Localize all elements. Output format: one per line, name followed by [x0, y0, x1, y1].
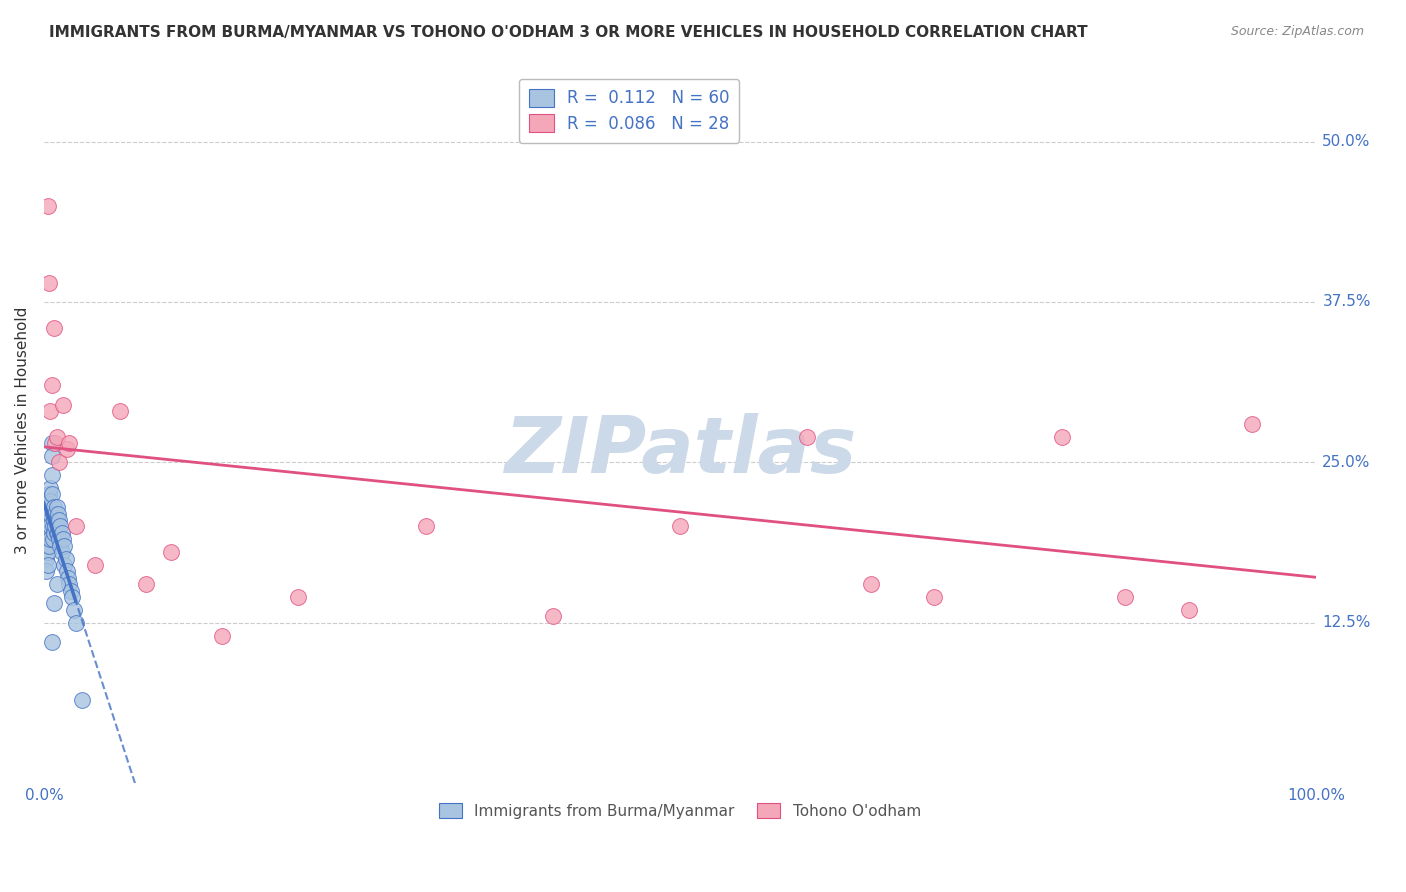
- Point: [83, 558, 105, 572]
- Point: [39, 404, 62, 418]
- Point: [1241, 417, 1264, 431]
- Point: [35, 551, 58, 566]
- Point: [37, 493, 59, 508]
- Point: [541, 609, 564, 624]
- Point: [42, 320, 65, 334]
- Point: [51, 545, 73, 559]
- Point: [110, 404, 132, 418]
- Point: [45, 513, 67, 527]
- Point: [924, 590, 946, 604]
- Text: 37.5%: 37.5%: [1322, 294, 1371, 310]
- Point: [37, 558, 59, 572]
- Point: [65, 615, 87, 630]
- Point: [38, 513, 60, 527]
- Point: [160, 545, 183, 559]
- Point: [46, 525, 69, 540]
- Point: [42, 513, 65, 527]
- Point: [52, 398, 75, 412]
- Point: [34, 539, 56, 553]
- Text: ZIPatlas: ZIPatlas: [503, 413, 856, 490]
- Point: [211, 628, 233, 642]
- Point: [41, 468, 63, 483]
- Point: [41, 487, 63, 501]
- Point: [37, 545, 59, 559]
- Point: [42, 525, 65, 540]
- Point: [38, 487, 60, 501]
- Point: [1114, 590, 1136, 604]
- Point: [44, 507, 66, 521]
- Point: [48, 455, 70, 469]
- Point: [38, 500, 60, 515]
- Point: [39, 481, 62, 495]
- Point: [44, 436, 66, 450]
- Point: [38, 539, 60, 553]
- Point: [41, 449, 63, 463]
- Point: [53, 539, 76, 553]
- Point: [46, 507, 69, 521]
- Point: [49, 519, 72, 533]
- Point: [52, 533, 75, 547]
- Point: [39, 533, 62, 547]
- Point: [287, 590, 309, 604]
- Point: [70, 692, 93, 706]
- Text: Source: ZipAtlas.com: Source: ZipAtlas.com: [1230, 25, 1364, 38]
- Point: [35, 525, 58, 540]
- Point: [38, 525, 60, 540]
- Legend: Immigrants from Burma/Myanmar, Tohono O'odham: Immigrants from Burma/Myanmar, Tohono O'…: [433, 797, 927, 825]
- Point: [39, 519, 62, 533]
- Point: [42, 507, 65, 521]
- Point: [58, 577, 80, 591]
- Point: [45, 500, 67, 515]
- Point: [41, 635, 63, 649]
- Point: [55, 551, 77, 566]
- Point: [42, 533, 65, 547]
- Point: [42, 596, 65, 610]
- Point: [51, 525, 73, 540]
- Point: [37, 519, 59, 533]
- Point: [41, 378, 63, 392]
- Point: [49, 539, 72, 553]
- Point: [796, 430, 818, 444]
- Point: [39, 493, 62, 508]
- Text: IMMIGRANTS FROM BURMA/MYANMAR VS TOHONO O'ODHAM 3 OR MORE VEHICLES IN HOUSEHOLD : IMMIGRANTS FROM BURMA/MYANMAR VS TOHONO …: [49, 25, 1088, 40]
- Point: [56, 442, 79, 457]
- Point: [56, 565, 79, 579]
- Point: [65, 519, 87, 533]
- Point: [45, 430, 67, 444]
- Point: [669, 519, 692, 533]
- Y-axis label: 3 or more Vehicles in Household: 3 or more Vehicles in Household: [15, 307, 30, 554]
- Text: 25.0%: 25.0%: [1322, 455, 1371, 470]
- Point: [35, 565, 58, 579]
- Point: [56, 571, 79, 585]
- Point: [1050, 430, 1073, 444]
- Point: [859, 577, 882, 591]
- Point: [135, 577, 157, 591]
- Point: [45, 577, 67, 591]
- Point: [415, 519, 437, 533]
- Point: [42, 519, 65, 533]
- Point: [53, 558, 76, 572]
- Point: [63, 603, 86, 617]
- Point: [41, 436, 63, 450]
- Point: [60, 590, 83, 604]
- Point: [37, 533, 59, 547]
- Text: 12.5%: 12.5%: [1322, 615, 1371, 630]
- Point: [38, 276, 60, 290]
- Point: [39, 507, 62, 521]
- Point: [1177, 603, 1199, 617]
- Text: 50.0%: 50.0%: [1322, 134, 1371, 149]
- Point: [59, 583, 82, 598]
- Point: [45, 525, 67, 540]
- Point: [42, 500, 65, 515]
- Point: [37, 199, 59, 213]
- Point: [58, 436, 80, 450]
- Point: [48, 513, 70, 527]
- Point: [34, 519, 56, 533]
- Point: [35, 500, 58, 515]
- Point: [44, 519, 66, 533]
- Point: [37, 507, 59, 521]
- Point: [48, 533, 70, 547]
